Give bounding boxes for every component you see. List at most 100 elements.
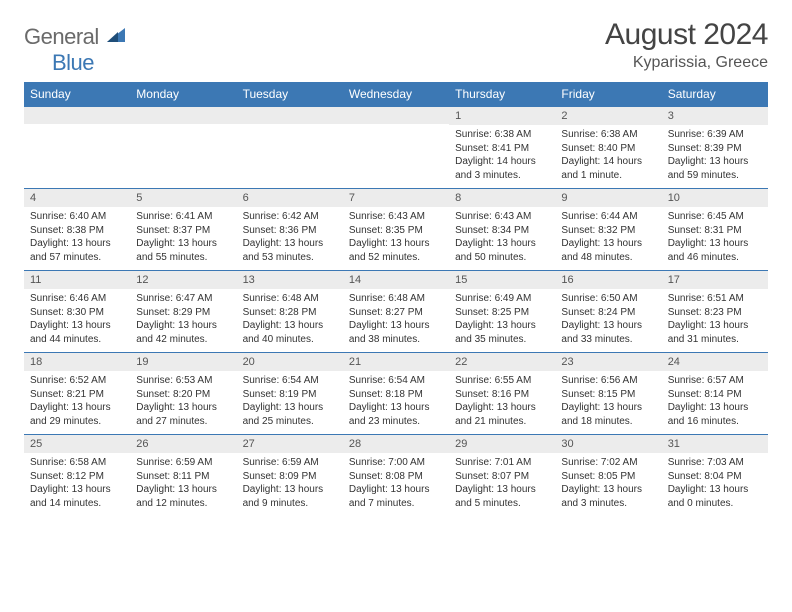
sunset-text: Sunset: 8:38 PM — [30, 224, 124, 238]
sunset-text: Sunset: 8:07 PM — [455, 470, 549, 484]
daylight-text: Daylight: 13 hours and 55 minutes. — [136, 237, 230, 264]
sunrise-text: Sunrise: 6:48 AM — [243, 292, 337, 306]
day-detail: Sunrise: 6:41 AMSunset: 8:37 PMDaylight:… — [130, 207, 236, 270]
daylight-text: Daylight: 13 hours and 50 minutes. — [455, 237, 549, 264]
daylight-text: Daylight: 14 hours and 3 minutes. — [455, 155, 549, 182]
sunset-text: Sunset: 8:09 PM — [243, 470, 337, 484]
sunrise-text: Sunrise: 6:50 AM — [561, 292, 655, 306]
sunset-text: Sunset: 8:36 PM — [243, 224, 337, 238]
calendar-week-row: 18Sunrise: 6:52 AMSunset: 8:21 PMDayligh… — [24, 353, 768, 435]
day-detail: Sunrise: 6:38 AMSunset: 8:41 PMDaylight:… — [449, 125, 555, 188]
day-detail: Sunrise: 6:56 AMSunset: 8:15 PMDaylight:… — [555, 371, 661, 434]
sunset-text: Sunset: 8:04 PM — [668, 470, 762, 484]
daylight-text: Daylight: 13 hours and 52 minutes. — [349, 237, 443, 264]
day-number: 19 — [130, 353, 236, 371]
daylight-text: Daylight: 13 hours and 38 minutes. — [349, 319, 443, 346]
calendar-day-cell: 8Sunrise: 6:43 AMSunset: 8:34 PMDaylight… — [449, 189, 555, 271]
sunrise-text: Sunrise: 6:41 AM — [136, 210, 230, 224]
day-number: 13 — [237, 271, 343, 289]
calendar-week-row: 11Sunrise: 6:46 AMSunset: 8:30 PMDayligh… — [24, 271, 768, 353]
day-number: 4 — [24, 189, 130, 207]
day-number: 9 — [555, 189, 661, 207]
daylight-text: Daylight: 13 hours and 21 minutes. — [455, 401, 549, 428]
day-detail: Sunrise: 6:54 AMSunset: 8:18 PMDaylight:… — [343, 371, 449, 434]
sunset-text: Sunset: 8:08 PM — [349, 470, 443, 484]
day-number: 14 — [343, 271, 449, 289]
calendar-day-cell: 26Sunrise: 6:59 AMSunset: 8:11 PMDayligh… — [130, 435, 236, 517]
day-number: 1 — [449, 107, 555, 125]
day-detail — [24, 124, 130, 180]
daylight-text: Daylight: 13 hours and 59 minutes. — [668, 155, 762, 182]
day-detail: Sunrise: 6:47 AMSunset: 8:29 PMDaylight:… — [130, 289, 236, 352]
daylight-text: Daylight: 13 hours and 29 minutes. — [30, 401, 124, 428]
calendar-week-row: 1Sunrise: 6:38 AMSunset: 8:41 PMDaylight… — [24, 107, 768, 189]
day-number: 27 — [237, 435, 343, 453]
calendar-day-cell: 12Sunrise: 6:47 AMSunset: 8:29 PMDayligh… — [130, 271, 236, 353]
sunrise-text: Sunrise: 7:03 AM — [668, 456, 762, 470]
sunset-text: Sunset: 8:24 PM — [561, 306, 655, 320]
calendar-week-row: 4Sunrise: 6:40 AMSunset: 8:38 PMDaylight… — [24, 189, 768, 271]
day-number: 15 — [449, 271, 555, 289]
daylight-text: Daylight: 13 hours and 40 minutes. — [243, 319, 337, 346]
calendar-day-cell: 4Sunrise: 6:40 AMSunset: 8:38 PMDaylight… — [24, 189, 130, 271]
sunrise-text: Sunrise: 6:47 AM — [136, 292, 230, 306]
sunset-text: Sunset: 8:29 PM — [136, 306, 230, 320]
sunrise-text: Sunrise: 6:54 AM — [243, 374, 337, 388]
sunrise-text: Sunrise: 6:38 AM — [455, 128, 549, 142]
day-number: 31 — [662, 435, 768, 453]
day-number: 17 — [662, 271, 768, 289]
day-detail: Sunrise: 6:49 AMSunset: 8:25 PMDaylight:… — [449, 289, 555, 352]
sunset-text: Sunset: 8:28 PM — [243, 306, 337, 320]
day-number: 29 — [449, 435, 555, 453]
calendar-day-cell: 24Sunrise: 6:57 AMSunset: 8:14 PMDayligh… — [662, 353, 768, 435]
daylight-text: Daylight: 14 hours and 1 minute. — [561, 155, 655, 182]
sunset-text: Sunset: 8:31 PM — [668, 224, 762, 238]
daylight-text: Daylight: 13 hours and 3 minutes. — [561, 483, 655, 510]
daylight-text: Daylight: 13 hours and 12 minutes. — [136, 483, 230, 510]
sunrise-text: Sunrise: 6:55 AM — [455, 374, 549, 388]
day-number: 28 — [343, 435, 449, 453]
sunrise-text: Sunrise: 6:53 AM — [136, 374, 230, 388]
day-detail: Sunrise: 6:44 AMSunset: 8:32 PMDaylight:… — [555, 207, 661, 270]
day-detail: Sunrise: 6:45 AMSunset: 8:31 PMDaylight:… — [662, 207, 768, 270]
sunrise-text: Sunrise: 6:58 AM — [30, 456, 124, 470]
calendar-week-row: 25Sunrise: 6:58 AMSunset: 8:12 PMDayligh… — [24, 435, 768, 517]
day-number — [130, 107, 236, 124]
day-detail: Sunrise: 6:52 AMSunset: 8:21 PMDaylight:… — [24, 371, 130, 434]
day-number: 3 — [662, 107, 768, 125]
day-detail: Sunrise: 6:54 AMSunset: 8:19 PMDaylight:… — [237, 371, 343, 434]
sunrise-text: Sunrise: 6:42 AM — [243, 210, 337, 224]
sunrise-text: Sunrise: 6:51 AM — [668, 292, 762, 306]
day-number: 20 — [237, 353, 343, 371]
day-number: 30 — [555, 435, 661, 453]
day-number: 23 — [555, 353, 661, 371]
logo-sail-icon-2 — [105, 28, 127, 49]
day-number: 8 — [449, 189, 555, 207]
day-detail: Sunrise: 7:01 AMSunset: 8:07 PMDaylight:… — [449, 453, 555, 516]
day-detail: Sunrise: 6:58 AMSunset: 8:12 PMDaylight:… — [24, 453, 130, 516]
sunrise-text: Sunrise: 6:43 AM — [349, 210, 443, 224]
calendar-day-cell: 9Sunrise: 6:44 AMSunset: 8:32 PMDaylight… — [555, 189, 661, 271]
calendar-day-cell: 28Sunrise: 7:00 AMSunset: 8:08 PMDayligh… — [343, 435, 449, 517]
daylight-text: Daylight: 13 hours and 16 minutes. — [668, 401, 762, 428]
sunrise-text: Sunrise: 6:48 AM — [349, 292, 443, 306]
sunrise-text: Sunrise: 6:52 AM — [30, 374, 124, 388]
calendar-day-cell: 5Sunrise: 6:41 AMSunset: 8:37 PMDaylight… — [130, 189, 236, 271]
day-detail: Sunrise: 6:48 AMSunset: 8:28 PMDaylight:… — [237, 289, 343, 352]
daylight-text: Daylight: 13 hours and 48 minutes. — [561, 237, 655, 264]
daylight-text: Daylight: 13 hours and 23 minutes. — [349, 401, 443, 428]
sunset-text: Sunset: 8:30 PM — [30, 306, 124, 320]
calendar-day-cell: 17Sunrise: 6:51 AMSunset: 8:23 PMDayligh… — [662, 271, 768, 353]
sunrise-text: Sunrise: 6:43 AM — [455, 210, 549, 224]
sunrise-text: Sunrise: 6:56 AM — [561, 374, 655, 388]
day-detail: Sunrise: 6:43 AMSunset: 8:34 PMDaylight:… — [449, 207, 555, 270]
calendar-day-cell: 18Sunrise: 6:52 AMSunset: 8:21 PMDayligh… — [24, 353, 130, 435]
day-number: 26 — [130, 435, 236, 453]
day-detail: Sunrise: 6:55 AMSunset: 8:16 PMDaylight:… — [449, 371, 555, 434]
day-detail — [343, 124, 449, 180]
daylight-text: Daylight: 13 hours and 44 minutes. — [30, 319, 124, 346]
sunset-text: Sunset: 8:05 PM — [561, 470, 655, 484]
calendar-day-cell: 27Sunrise: 6:59 AMSunset: 8:09 PMDayligh… — [237, 435, 343, 517]
title-block: August 2024 Kyparissia, Greece — [605, 18, 768, 72]
calendar-day-cell: 10Sunrise: 6:45 AMSunset: 8:31 PMDayligh… — [662, 189, 768, 271]
